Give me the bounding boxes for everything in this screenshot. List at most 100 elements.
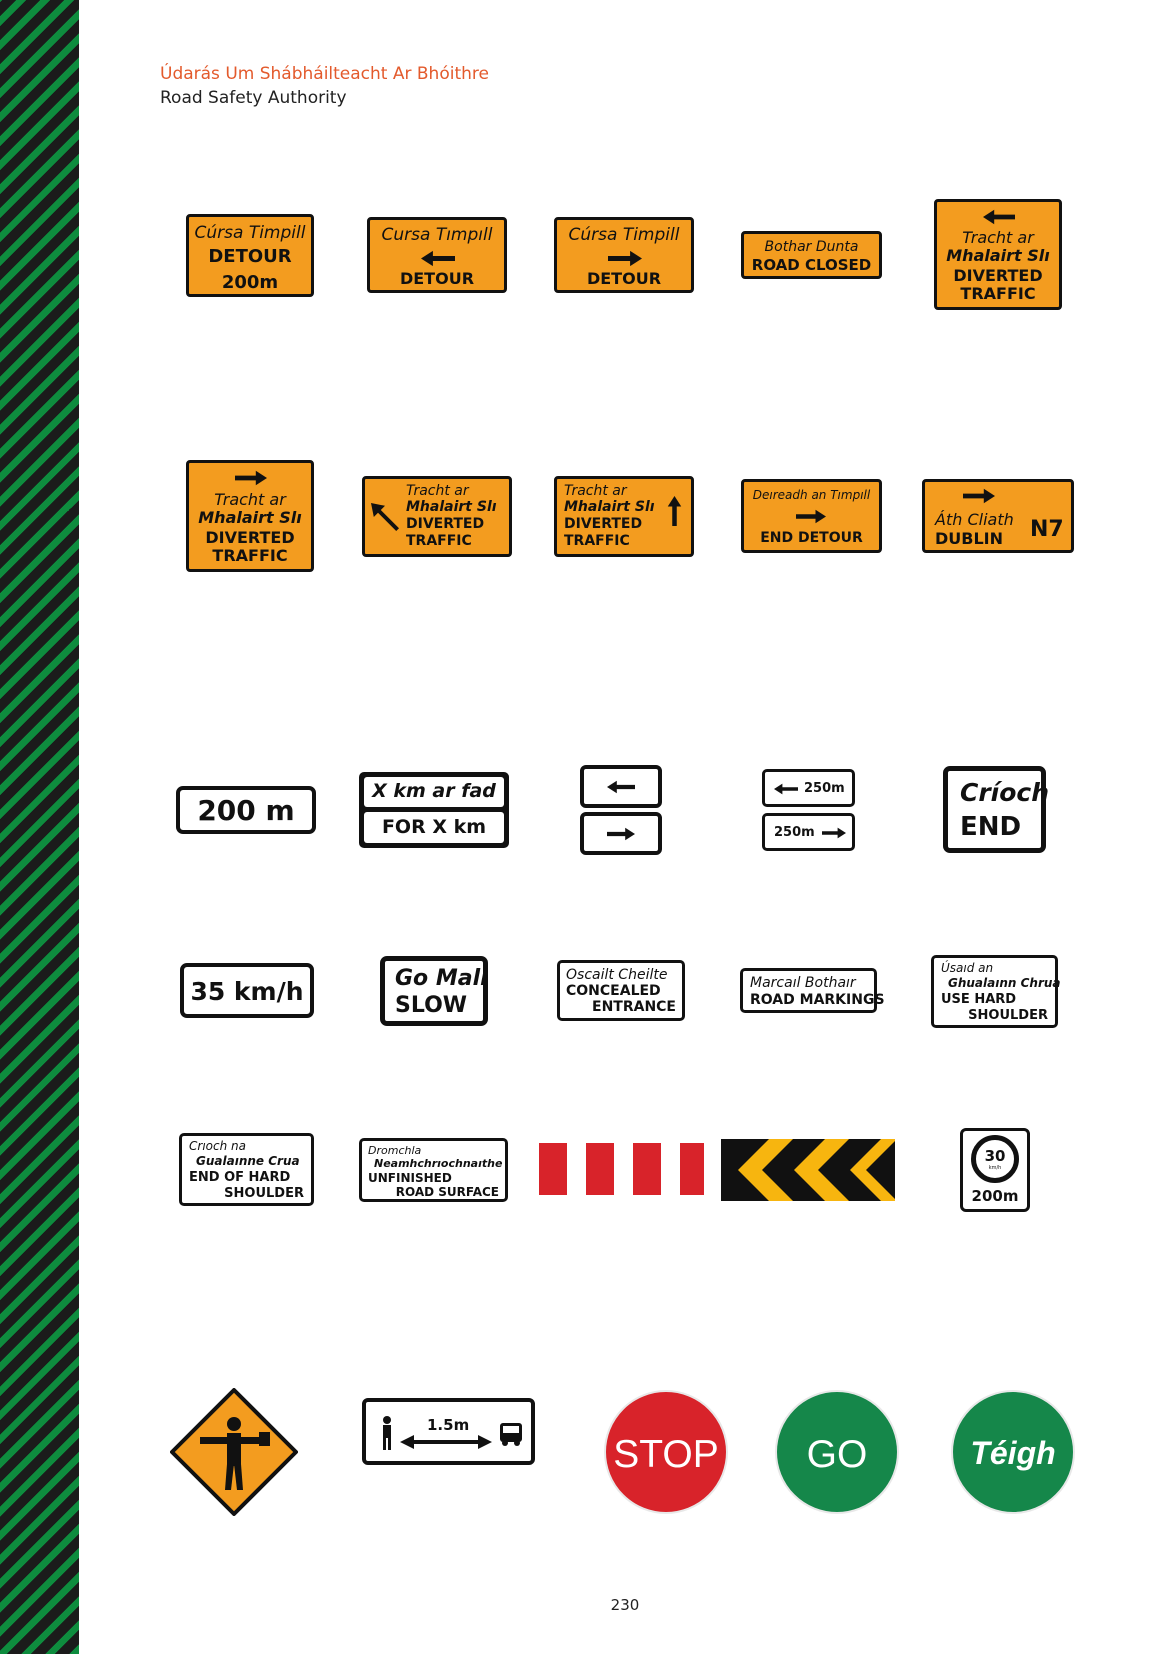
sign-irish-text: Tracht ar bbox=[406, 483, 469, 499]
arrow-right-icon bbox=[963, 488, 995, 504]
sign-for-x-km: X km ar fad FOR X km bbox=[359, 772, 509, 848]
arrow-left-icon bbox=[983, 209, 1015, 225]
sign-red-white-barrier-board bbox=[539, 1143, 704, 1195]
sign-english-text: DETOUR bbox=[208, 246, 292, 267]
arrow-up-left-icon bbox=[371, 503, 399, 531]
sign-road-closed: Bothar Dunta ROAD CLOSED bbox=[741, 231, 882, 279]
page-number: 230 bbox=[610, 1596, 640, 1614]
sign-english-text: ROAD MARKINGS bbox=[750, 992, 885, 1008]
bus-icon bbox=[500, 1423, 522, 1446]
sign-pedestrian-bus-distance: 1.5m bbox=[362, 1398, 535, 1465]
sign-english-text: FOR X km bbox=[381, 816, 487, 838]
sign-chevron-board-left bbox=[721, 1139, 895, 1201]
sign-dublin-n7: Áth Cliath DUBLIN N7 bbox=[922, 479, 1074, 553]
sign-english-text: SLOW bbox=[395, 993, 468, 1018]
sign-english-text: DIVERTED bbox=[406, 516, 485, 532]
sign-english-text: ENTRANCE bbox=[592, 999, 676, 1015]
sign-unfinished-road-surface: Dromchla Neamhchrıochnaıthe UNFINISHED R… bbox=[359, 1138, 508, 1202]
sign-text: 35 km/h bbox=[190, 977, 304, 1006]
sign-diverted-traffic-left: Tracht ar Mhalairt Slı DIVERTED TRAFFIC bbox=[934, 199, 1062, 310]
sign-road-markings: Marcaıl Bothaır ROAD MARKINGS bbox=[740, 968, 885, 1013]
sign-text: Téigh bbox=[970, 1435, 1056, 1471]
sign-detour-right: Cúrsa Timpill DETOUR bbox=[554, 217, 694, 293]
sign-english-text: SHOULDER bbox=[968, 1008, 1048, 1023]
sign-irish-text: Críoch bbox=[960, 778, 1050, 807]
double-arrow-icon bbox=[400, 1435, 492, 1449]
sign-distance-text: 1.5m bbox=[427, 1416, 470, 1434]
sign-slow: Go Mall SLOW bbox=[380, 956, 488, 1026]
header-english-title: Road Safety Authority bbox=[160, 88, 347, 108]
sign-english-text: SHOULDER bbox=[224, 1186, 304, 1201]
sign-diverted-traffic-ahead: Tracht ar Mhalairt Slı DIVERTED TRAFFIC bbox=[554, 476, 694, 557]
sign-use-hard-shoulder: Úsaıd an Ghualaınn Chrua USE HARD SHOULD… bbox=[931, 955, 1061, 1028]
arrow-left-icon bbox=[421, 250, 455, 267]
sign-english-text: END DETOUR bbox=[760, 530, 863, 546]
sign-distance-text: 250m bbox=[774, 825, 815, 840]
sign-irish-text: Ghualaınn Chrua bbox=[948, 976, 1061, 990]
sign-english-text: DETOUR bbox=[399, 269, 475, 288]
sign-english-text: UNFINISHED bbox=[368, 1171, 452, 1185]
arrow-up-icon bbox=[667, 496, 682, 526]
arrow-left-icon bbox=[774, 783, 798, 795]
sign-irish-text: Dromchla bbox=[368, 1144, 422, 1157]
arrow-right-icon bbox=[235, 470, 267, 486]
sign-irish-text: Cursa Tımpıll bbox=[381, 225, 493, 245]
sign-end-detour: Deıreadh an Tımpıll END DETOUR bbox=[741, 479, 882, 553]
sign-panel-bottom: 250m bbox=[762, 813, 855, 851]
sign-flagman-ahead bbox=[170, 1388, 298, 1516]
sign-200m-plate: 200 m bbox=[176, 786, 316, 834]
speed-limit-unit: km/h bbox=[988, 1165, 1002, 1171]
pedestrian-icon bbox=[383, 1416, 391, 1450]
sign-english-text: TRAFFIC bbox=[406, 533, 472, 549]
sign-english-text: CONCEALED bbox=[566, 983, 661, 999]
sign-irish-text: X km ar fad bbox=[372, 780, 496, 802]
sign-irish-text: Tracht ar bbox=[564, 483, 627, 499]
route-number: N7 bbox=[1030, 517, 1064, 542]
sign-diverted-traffic-up-left: Tracht ar Mhalairt Slı DIVERTED TRAFFIC bbox=[362, 476, 512, 557]
sign-go-lollipop: GO bbox=[775, 1390, 899, 1514]
sign-text: 200 m bbox=[197, 794, 295, 827]
sign-irish-text: Mhalairt Slı bbox=[946, 246, 1050, 265]
sign-english-text: ROAD SURFACE bbox=[395, 1185, 499, 1199]
sign-speed-limit-30-200m: 30 km/h 200m bbox=[960, 1128, 1030, 1212]
sign-english-text: END bbox=[960, 812, 1022, 842]
sign-detour-200m: Cúrsa Timpill DETOUR 200m bbox=[186, 214, 314, 297]
sign-irish-text: Mhalairt Slı bbox=[198, 508, 302, 527]
sign-irish-text: Tracht ar bbox=[214, 490, 286, 509]
sign-panel-top: 250m bbox=[762, 769, 855, 807]
arrow-left-icon bbox=[596, 780, 646, 794]
sign-detour-left: Cursa Tımpıll DETOUR bbox=[367, 217, 507, 293]
sign-irish-text: Mhalairt Slı bbox=[564, 499, 655, 515]
sign-irish-text: Deıreadh an Tımpıll bbox=[752, 488, 871, 502]
sign-irish-text: Oscailt Cheilte bbox=[566, 967, 668, 983]
sign-panel-top: X km ar fad bbox=[364, 777, 504, 807]
sign-english-text: USE HARD bbox=[941, 992, 1017, 1007]
sign-english-text: DIVERTED bbox=[564, 516, 643, 532]
flagman-icon bbox=[170, 1388, 298, 1516]
sign-irish-text: Mhalairt Slı bbox=[406, 499, 497, 515]
sign-stop-lollipop: STOP bbox=[604, 1390, 728, 1514]
sign-irish-text: Áth Cliath bbox=[935, 510, 1014, 529]
sign-irish-text: Gualaınne Crua bbox=[196, 1154, 300, 1168]
sign-end: Críoch END bbox=[943, 766, 1050, 853]
sign-irish-text: Marcaıl Bothaır bbox=[750, 975, 856, 991]
sign-irish-text: Bothar Dunta bbox=[764, 239, 859, 255]
sign-irish-text: Cúrsa Timpill bbox=[194, 223, 306, 243]
sign-english-text: DIVERTED bbox=[953, 266, 1043, 285]
sign-text: GO bbox=[806, 1433, 868, 1476]
sign-concealed-entrance: Oscailt Cheilte CONCEALED ENTRANCE bbox=[557, 960, 685, 1021]
sign-irish-text: Tracht ar bbox=[962, 228, 1034, 247]
arrow-right-icon bbox=[596, 827, 646, 841]
speed-limit-value: 30 bbox=[984, 1147, 1006, 1165]
chevron-left-icon bbox=[721, 1139, 895, 1201]
sign-irish-text: Go Mall bbox=[395, 966, 488, 991]
green-black-stripe-border bbox=[0, 0, 79, 1654]
sign-text: STOP bbox=[613, 1433, 719, 1476]
sign-english-text: TRAFFIC bbox=[564, 533, 630, 549]
sign-35kmh-plate: 35 km/h bbox=[180, 963, 314, 1018]
sign-distance-text: 250m bbox=[804, 781, 845, 796]
sign-distance-text: 200m bbox=[221, 272, 279, 293]
sign-english-text: ROAD CLOSED bbox=[751, 256, 872, 274]
arrow-right-icon bbox=[822, 827, 846, 839]
sign-diverted-traffic-right: Tracht ar Mhalairt Slı DIVERTED TRAFFIC bbox=[186, 460, 314, 572]
